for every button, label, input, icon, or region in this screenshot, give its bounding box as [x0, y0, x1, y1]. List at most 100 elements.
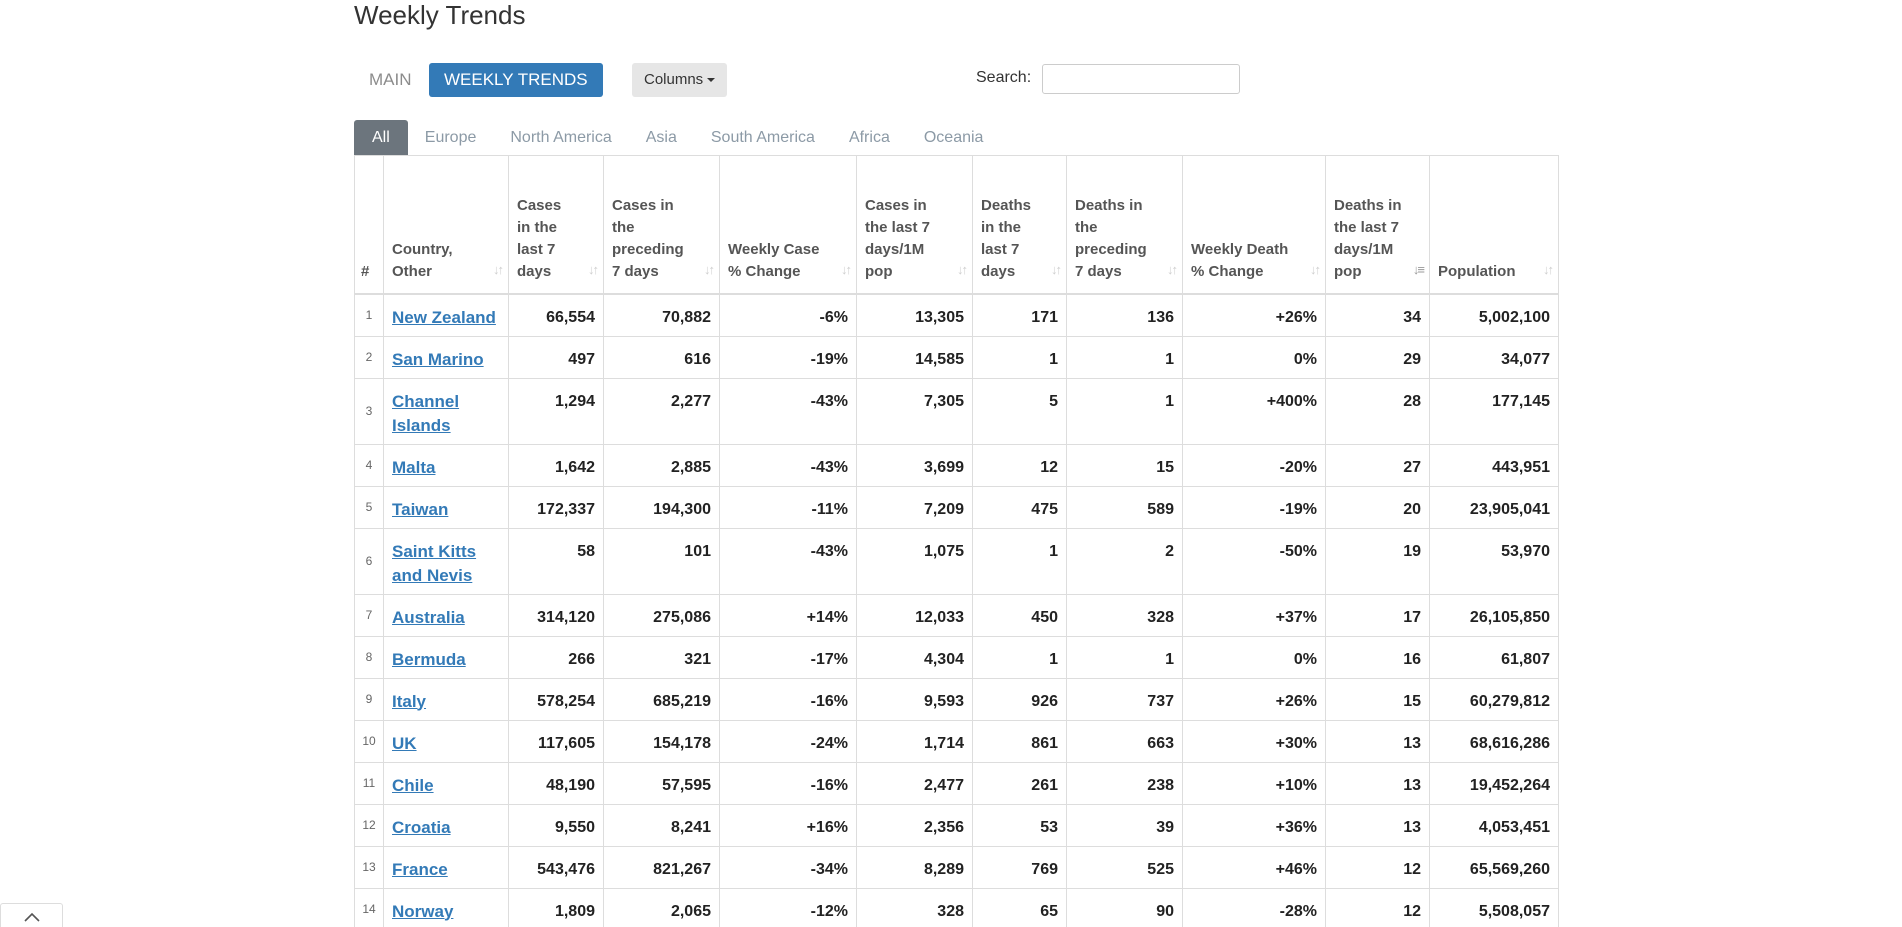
- cell-cases-preceding-7-days: 194,300: [603, 485, 720, 529]
- cell-weekly-death-change: +46%: [1182, 845, 1326, 889]
- cell-cases-preceding-7-days: 321: [603, 635, 720, 679]
- header-population[interactable]: Population ↓↑: [1429, 155, 1559, 295]
- country-link[interactable]: Croatia: [392, 817, 451, 837]
- country-link[interactable]: Malta: [392, 457, 436, 477]
- cell-deaths-preceding-7-days: 39: [1066, 803, 1183, 847]
- cell-deaths-preceding-7-days: 1: [1066, 335, 1183, 379]
- table-row: 13 France 543,476 821,267 -34% 8,289 769 525 +46…: [354, 845, 1559, 889]
- cell-deaths-per-million: 13: [1325, 803, 1430, 847]
- header-weekly-case-change[interactable]: Weekly Case % Change ↓↑: [719, 155, 857, 295]
- search-input[interactable]: [1042, 64, 1240, 94]
- cell-cases-last-7-days: 9,550: [508, 803, 604, 847]
- cell-weekly-case-change: -24%: [719, 719, 857, 763]
- cell-weekly-case-change: +14%: [719, 593, 857, 637]
- cell-cases-last-7-days: 578,254: [508, 677, 604, 721]
- header-cases-last-7-days[interactable]: Cases in the last 7 days ↓↑: [508, 155, 604, 295]
- cell-cases-per-million: 8,289: [856, 845, 973, 889]
- cell-deaths-per-million: 13: [1325, 761, 1430, 805]
- cell-weekly-death-change: -28%: [1182, 887, 1326, 927]
- country-link[interactable]: Chile: [392, 775, 434, 795]
- cell-index: 11: [354, 761, 384, 805]
- header-deaths-per-million[interactable]: Deaths in the last 7 days/1M pop ↓≡: [1325, 155, 1430, 295]
- cell-deaths-last-7-days: 261: [972, 761, 1067, 805]
- table-row: 5 Taiwan 172,337 194,300 -11% 7,209 475 589 -19%…: [354, 485, 1559, 529]
- collapse-toggle-button[interactable]: [0, 903, 63, 927]
- header-weekly-death-change[interactable]: Weekly Death % Change ↓↑: [1182, 155, 1326, 295]
- header-deaths-preceding-7-days[interactable]: Deaths in the preceding 7 days ↓↑: [1066, 155, 1183, 295]
- region-tab-europe[interactable]: Europe: [424, 129, 477, 146]
- cell-weekly-case-change: -43%: [719, 443, 857, 487]
- region-tab-oceania[interactable]: Oceania: [923, 129, 984, 146]
- nav-weekly-trends-button[interactable]: WEEKLY TRENDS: [429, 63, 603, 97]
- header-cases-per-million[interactable]: Cases in the last 7 days/1M pop ↓↑: [856, 155, 973, 295]
- country-link[interactable]: Norway: [392, 901, 454, 921]
- sort-icon: ↓↑: [493, 262, 504, 277]
- cell-weekly-death-change: +30%: [1182, 719, 1326, 763]
- cell-cases-preceding-7-days: 821,267: [603, 845, 720, 889]
- cell-country: New Zealand: [383, 293, 509, 337]
- country-link[interactable]: Bermuda: [392, 649, 466, 669]
- cell-weekly-case-change: -19%: [719, 335, 857, 379]
- weekly-trends-table: # Country, Other ↓↑ Cases in the last 7 d…: [354, 155, 1559, 927]
- top-controls: MAIN WEEKLY TRENDS Columns Search:: [354, 63, 1254, 97]
- cell-cases-per-million: 4,304: [856, 635, 973, 679]
- cell-country: Chile: [383, 761, 509, 805]
- cell-deaths-per-million: 13: [1325, 719, 1430, 763]
- cell-cases-preceding-7-days: 2,277: [603, 377, 720, 445]
- cell-index: 14: [354, 887, 384, 927]
- country-link[interactable]: UK: [392, 733, 417, 753]
- cell-country: Norway: [383, 887, 509, 927]
- cell-index: 13: [354, 845, 384, 889]
- cell-population: 34,077: [1429, 335, 1559, 379]
- cell-weekly-death-change: +10%: [1182, 761, 1326, 805]
- country-link[interactable]: Italy: [392, 691, 427, 711]
- cell-cases-last-7-days: 497: [508, 335, 604, 379]
- cell-cases-preceding-7-days: 2,065: [603, 887, 720, 927]
- cell-population: 443,951: [1429, 443, 1559, 487]
- columns-dropdown-button[interactable]: Columns: [632, 63, 728, 97]
- header-cases-preceding-7-days[interactable]: Cases in the preceding 7 days ↓↑: [603, 155, 720, 295]
- header-label: Weekly Death % Change: [1191, 241, 1289, 280]
- country-link[interactable]: Saint Kitts and Nevis: [392, 541, 477, 585]
- cell-weekly-case-change: -17%: [719, 635, 857, 679]
- cell-index: 5: [354, 485, 384, 529]
- cell-weekly-death-change: +26%: [1182, 677, 1326, 721]
- country-link[interactable]: Taiwan: [392, 499, 449, 519]
- cell-index: 4: [354, 443, 384, 487]
- cell-cases-per-million: 1,075: [856, 527, 973, 595]
- header-deaths-last-7-days[interactable]: Deaths in the last 7 days ↓↑: [972, 155, 1067, 295]
- cell-cases-per-million: 1,714: [856, 719, 973, 763]
- country-link[interactable]: San Marino: [392, 349, 484, 369]
- region-tab-north-america[interactable]: North America: [510, 129, 612, 146]
- sort-desc-icon: ↓≡: [1412, 262, 1425, 277]
- country-link[interactable]: Channel Islands: [392, 391, 460, 435]
- nav-main-button[interactable]: MAIN: [369, 70, 412, 89]
- cell-deaths-per-million: 12: [1325, 887, 1430, 927]
- table-row: 10 UK 117,605 154,178 -24% 1,714 861 663 +30% 13 6…: [354, 719, 1559, 763]
- region-tab-south-america[interactable]: South America: [710, 129, 815, 146]
- region-tab-africa[interactable]: Africa: [848, 129, 890, 146]
- cell-cases-last-7-days: 1,809: [508, 887, 604, 927]
- country-link[interactable]: Australia: [392, 607, 465, 627]
- cell-cases-last-7-days: 314,120: [508, 593, 604, 637]
- cell-country: Malta: [383, 443, 509, 487]
- cell-deaths-last-7-days: 769: [972, 845, 1067, 889]
- region-tab-asia[interactable]: Asia: [645, 129, 677, 146]
- chevron-up-icon: [24, 912, 40, 922]
- sort-icon: ↓↑: [704, 262, 715, 277]
- header-index[interactable]: #: [354, 155, 384, 295]
- country-link[interactable]: New Zealand: [392, 308, 496, 327]
- region-tab-all[interactable]: All: [354, 120, 408, 155]
- cell-weekly-case-change: -34%: [719, 845, 857, 889]
- cell-cases-preceding-7-days: 2,885: [603, 443, 720, 487]
- country-link[interactable]: France: [392, 859, 448, 879]
- cell-deaths-preceding-7-days: 1: [1066, 377, 1183, 445]
- header-country[interactable]: Country, Other ↓↑: [383, 155, 509, 295]
- cell-population: 23,905,041: [1429, 485, 1559, 529]
- cell-deaths-per-million: 34: [1325, 293, 1430, 337]
- cell-cases-last-7-days: 1,294: [508, 377, 604, 445]
- search-label: Search:: [976, 69, 1032, 86]
- cell-deaths-preceding-7-days: 2: [1066, 527, 1183, 595]
- sort-icon: ↓↑: [588, 262, 599, 277]
- table-row: 1 New Zealand 66,554 70,882 -6% 13,305 171 136 +…: [354, 293, 1559, 337]
